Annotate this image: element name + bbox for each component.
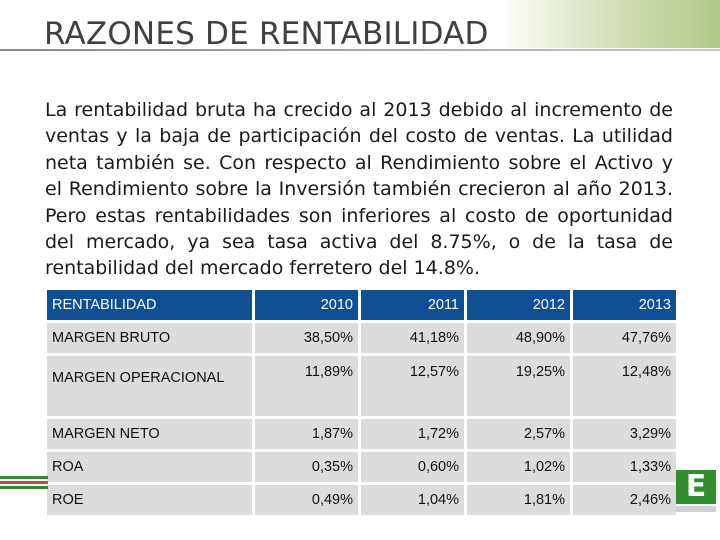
profitability-table: RENTABILIDAD 2010 2011 2012 2013 MARGEN … [47, 287, 676, 518]
row-value: 38,50% [252, 323, 358, 353]
row-label: ROE [47, 485, 252, 515]
row-value: 48,90% [464, 323, 570, 353]
table-row: MARGEN OPERACIONAL 11,89% 12,57% 19,25% … [47, 356, 676, 416]
row-value: 2,46% [570, 485, 676, 515]
title-divider [0, 49, 720, 51]
header-cell-label: RENTABILIDAD [47, 290, 252, 320]
row-value: 2,57% [464, 419, 570, 449]
header-cell-2013: 2013 [570, 290, 676, 320]
decorative-stripes [0, 476, 48, 498]
row-value: 19,25% [464, 356, 570, 416]
row-value: 0,35% [252, 452, 358, 482]
header-cell-2011: 2011 [358, 290, 464, 320]
header-gradient-band [500, 0, 720, 48]
table-header-row: RENTABILIDAD 2010 2011 2012 2013 [47, 290, 676, 320]
row-value: 1,33% [570, 452, 676, 482]
row-label: MARGEN BRUTO [47, 323, 252, 353]
row-value: 41,18% [358, 323, 464, 353]
table-row: MARGEN NETO 1,87% 1,72% 2,57% 3,29% [47, 419, 676, 449]
row-value: 0,49% [252, 485, 358, 515]
body-paragraph: La rentabilidad bruta ha crecido al 2013… [45, 99, 673, 280]
slide-title: RAZONES DE RENTABILIDAD [44, 16, 489, 52]
row-value: 3,29% [570, 419, 676, 449]
row-value: 11,89% [252, 356, 358, 416]
table-row: ROA 0,35% 0,60% 1,02% 1,33% [47, 452, 676, 482]
row-value: 1,02% [464, 452, 570, 482]
table-row: MARGEN BRUTO 38,50% 41,18% 48,90% 47,76% [47, 323, 676, 353]
logo-underline [676, 506, 716, 512]
table-row: ROE 0,49% 1,04% 1,81% 2,46% [47, 485, 676, 515]
row-value: 12,57% [358, 356, 464, 416]
row-value: 47,76% [570, 323, 676, 353]
logo-icon: E [676, 470, 716, 504]
row-value: 1,72% [358, 419, 464, 449]
header-cell-2012: 2012 [464, 290, 570, 320]
row-value: 1,04% [358, 485, 464, 515]
row-label: MARGEN OPERACIONAL [47, 356, 252, 416]
row-value: 1,81% [464, 485, 570, 515]
row-value: 12,48% [570, 356, 676, 416]
row-value: 0,60% [358, 452, 464, 482]
row-value: 1,87% [252, 419, 358, 449]
row-label: MARGEN NETO [47, 419, 252, 449]
row-label: ROA [47, 452, 252, 482]
header-cell-2010: 2010 [252, 290, 358, 320]
